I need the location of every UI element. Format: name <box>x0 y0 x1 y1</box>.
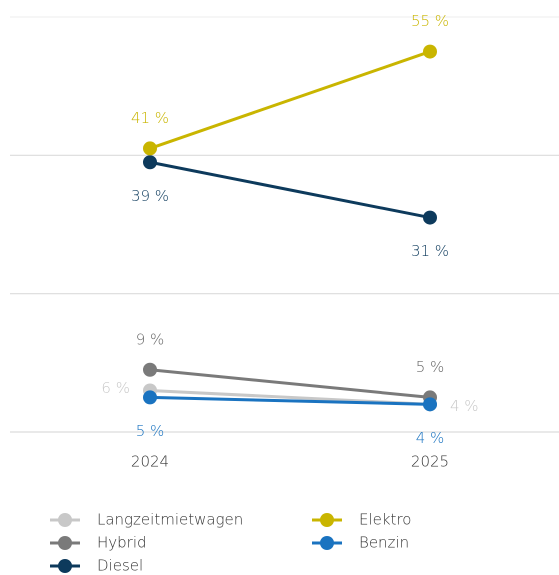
legend-marker <box>58 513 72 527</box>
legend-marker <box>58 559 72 573</box>
x-tick-label: 2025 <box>411 453 449 471</box>
legend-marker <box>320 513 334 527</box>
series-line <box>149 395 431 406</box>
legend-marker <box>320 536 334 550</box>
point <box>143 141 157 156</box>
legend-label: Benzin <box>359 534 409 552</box>
point <box>423 210 437 225</box>
value-label: 39 % <box>131 187 169 205</box>
series-line <box>149 160 431 220</box>
value-label: 4 % <box>416 429 445 447</box>
legend-label: Hybrid <box>97 534 147 552</box>
point <box>143 155 157 170</box>
value-label: 31 % <box>411 242 449 260</box>
point <box>143 390 157 405</box>
point <box>423 397 437 412</box>
value-label: 5 % <box>136 422 165 440</box>
series-line <box>149 368 431 399</box>
legend-label: Langzeitmietwagen <box>97 511 243 529</box>
legend-marker <box>58 536 72 550</box>
value-label: 4 % <box>450 397 479 415</box>
point <box>423 44 437 59</box>
series-line <box>149 50 431 150</box>
legend-label: Diesel <box>97 557 143 575</box>
point <box>143 362 157 377</box>
value-label: 5 % <box>416 358 445 376</box>
value-label: 41 % <box>131 109 169 127</box>
legend-label: Elektro <box>359 511 411 529</box>
value-label: 9 % <box>136 330 165 348</box>
x-tick-label: 2024 <box>131 453 169 471</box>
value-label: 55 % <box>411 12 449 30</box>
value-label: 6 % <box>101 379 130 397</box>
